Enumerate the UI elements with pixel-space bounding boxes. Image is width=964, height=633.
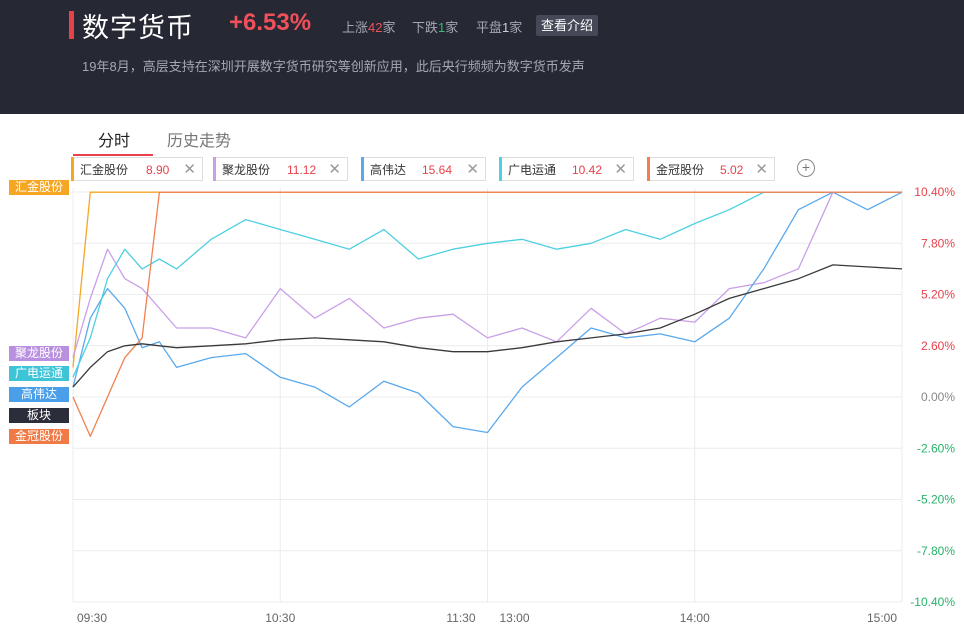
- stock-chip[interactable]: 汇金股份 8.90 ✕: [71, 157, 203, 181]
- chip-name: 广电运通: [508, 163, 557, 177]
- down-unit: 家: [445, 20, 459, 35]
- tab-history[interactable]: 历史走势: [167, 133, 232, 150]
- sector-description: 19年8月，高层支持在深圳开展数字货币研究等创新应用，此后央行频频为数字货币发声: [82, 59, 585, 74]
- close-icon[interactable]: ✕: [755, 161, 768, 178]
- down-label: 下跌: [412, 20, 439, 35]
- chip-name: 金冠股份: [656, 163, 705, 177]
- chip-color-bar: [499, 157, 502, 181]
- side-tag-julong: 聚龙股份: [9, 346, 69, 361]
- side-tag-guangdian: 广电运通: [9, 366, 69, 381]
- side-tag-sector: 板块: [9, 408, 69, 423]
- up-label: 上涨: [342, 20, 369, 35]
- down-count: 1: [438, 20, 446, 35]
- x-tick-label: 13:00: [500, 611, 530, 625]
- y-tick-label: 10.40%: [914, 185, 955, 199]
- sector-title: 数字货币: [82, 13, 194, 43]
- y-tick-label: 5.20%: [921, 288, 955, 302]
- active-tab-underline: [73, 154, 153, 156]
- chip-value: 11.12: [287, 163, 317, 177]
- title-accent-bar: [69, 11, 74, 39]
- stock-chip[interactable]: 广电运通 10.42 ✕: [499, 157, 634, 181]
- y-tick-label: 0.00%: [921, 390, 955, 404]
- flat-label: 平盘: [476, 20, 503, 35]
- chip-color-bar: [647, 157, 650, 181]
- plus-circle-icon[interactable]: +: [797, 159, 815, 177]
- series-line: [72, 191, 902, 378]
- flat-unit: 家: [509, 20, 523, 35]
- tab-intraday[interactable]: 分时: [98, 133, 131, 150]
- x-tick-label: 09:30: [77, 611, 107, 625]
- chip-color-bar: [71, 157, 74, 181]
- flat-stat: 平盘1家: [476, 17, 522, 36]
- chip-name: 聚龙股份: [222, 163, 271, 177]
- series-line: [72, 191, 903, 434]
- y-tick-label: 7.80%: [921, 236, 955, 250]
- close-icon[interactable]: ✕: [183, 161, 196, 178]
- side-tag-gaoweida: 高伟达: [9, 387, 69, 402]
- series-line: [72, 191, 902, 358]
- flat-count: 1: [502, 20, 510, 35]
- chip-color-bar: [213, 157, 216, 181]
- up-stat: 上涨42家: [342, 17, 396, 36]
- chip-value: 10.42: [572, 163, 603, 177]
- y-tick-label: -5.20%: [917, 493, 955, 507]
- chip-value: 5.02: [720, 163, 744, 177]
- series-line: [72, 191, 902, 368]
- y-tick-label: -10.40%: [910, 595, 955, 609]
- down-stat: 下跌1家: [412, 17, 458, 36]
- chip-color-bar: [361, 157, 364, 181]
- up-count: 42: [368, 20, 383, 35]
- close-icon[interactable]: ✕: [614, 161, 627, 178]
- y-tick-label: -7.80%: [917, 544, 955, 558]
- series-line: [72, 191, 902, 438]
- chip-value: 15.64: [422, 163, 453, 177]
- chip-value: 8.90: [146, 163, 170, 177]
- sector-change: +6.53%: [229, 9, 312, 36]
- x-tick-label: 15:00: [867, 611, 897, 625]
- x-tick-label: 10:30: [265, 611, 295, 625]
- sector-header: 数字货币 +6.53% 上涨42家 下跌1家 平盘1家 查看介绍 19年8月，高…: [0, 0, 964, 114]
- stock-chip[interactable]: 聚龙股份 11.12 ✕: [213, 157, 348, 181]
- chip-name: 汇金股份: [80, 163, 129, 177]
- close-icon[interactable]: ✕: [328, 161, 341, 178]
- side-tag-jinguan: 金冠股份: [9, 429, 69, 444]
- x-tick-label: 14:00: [680, 611, 710, 625]
- stock-chip[interactable]: 高伟达 15.64 ✕: [361, 157, 486, 181]
- close-icon[interactable]: ✕: [466, 161, 479, 178]
- x-tick-label: 11:30: [446, 611, 475, 625]
- stock-chip[interactable]: 金冠股份 5.02 ✕: [647, 157, 775, 181]
- view-intro-button[interactable]: 查看介绍: [536, 15, 599, 36]
- series-line: [72, 264, 903, 388]
- up-unit: 家: [382, 20, 396, 35]
- y-tick-label: 2.60%: [921, 339, 955, 353]
- y-tick-label: -2.60%: [917, 441, 955, 455]
- chip-name: 高伟达: [370, 163, 407, 177]
- side-tag-huijin: 汇金股份: [9, 180, 69, 195]
